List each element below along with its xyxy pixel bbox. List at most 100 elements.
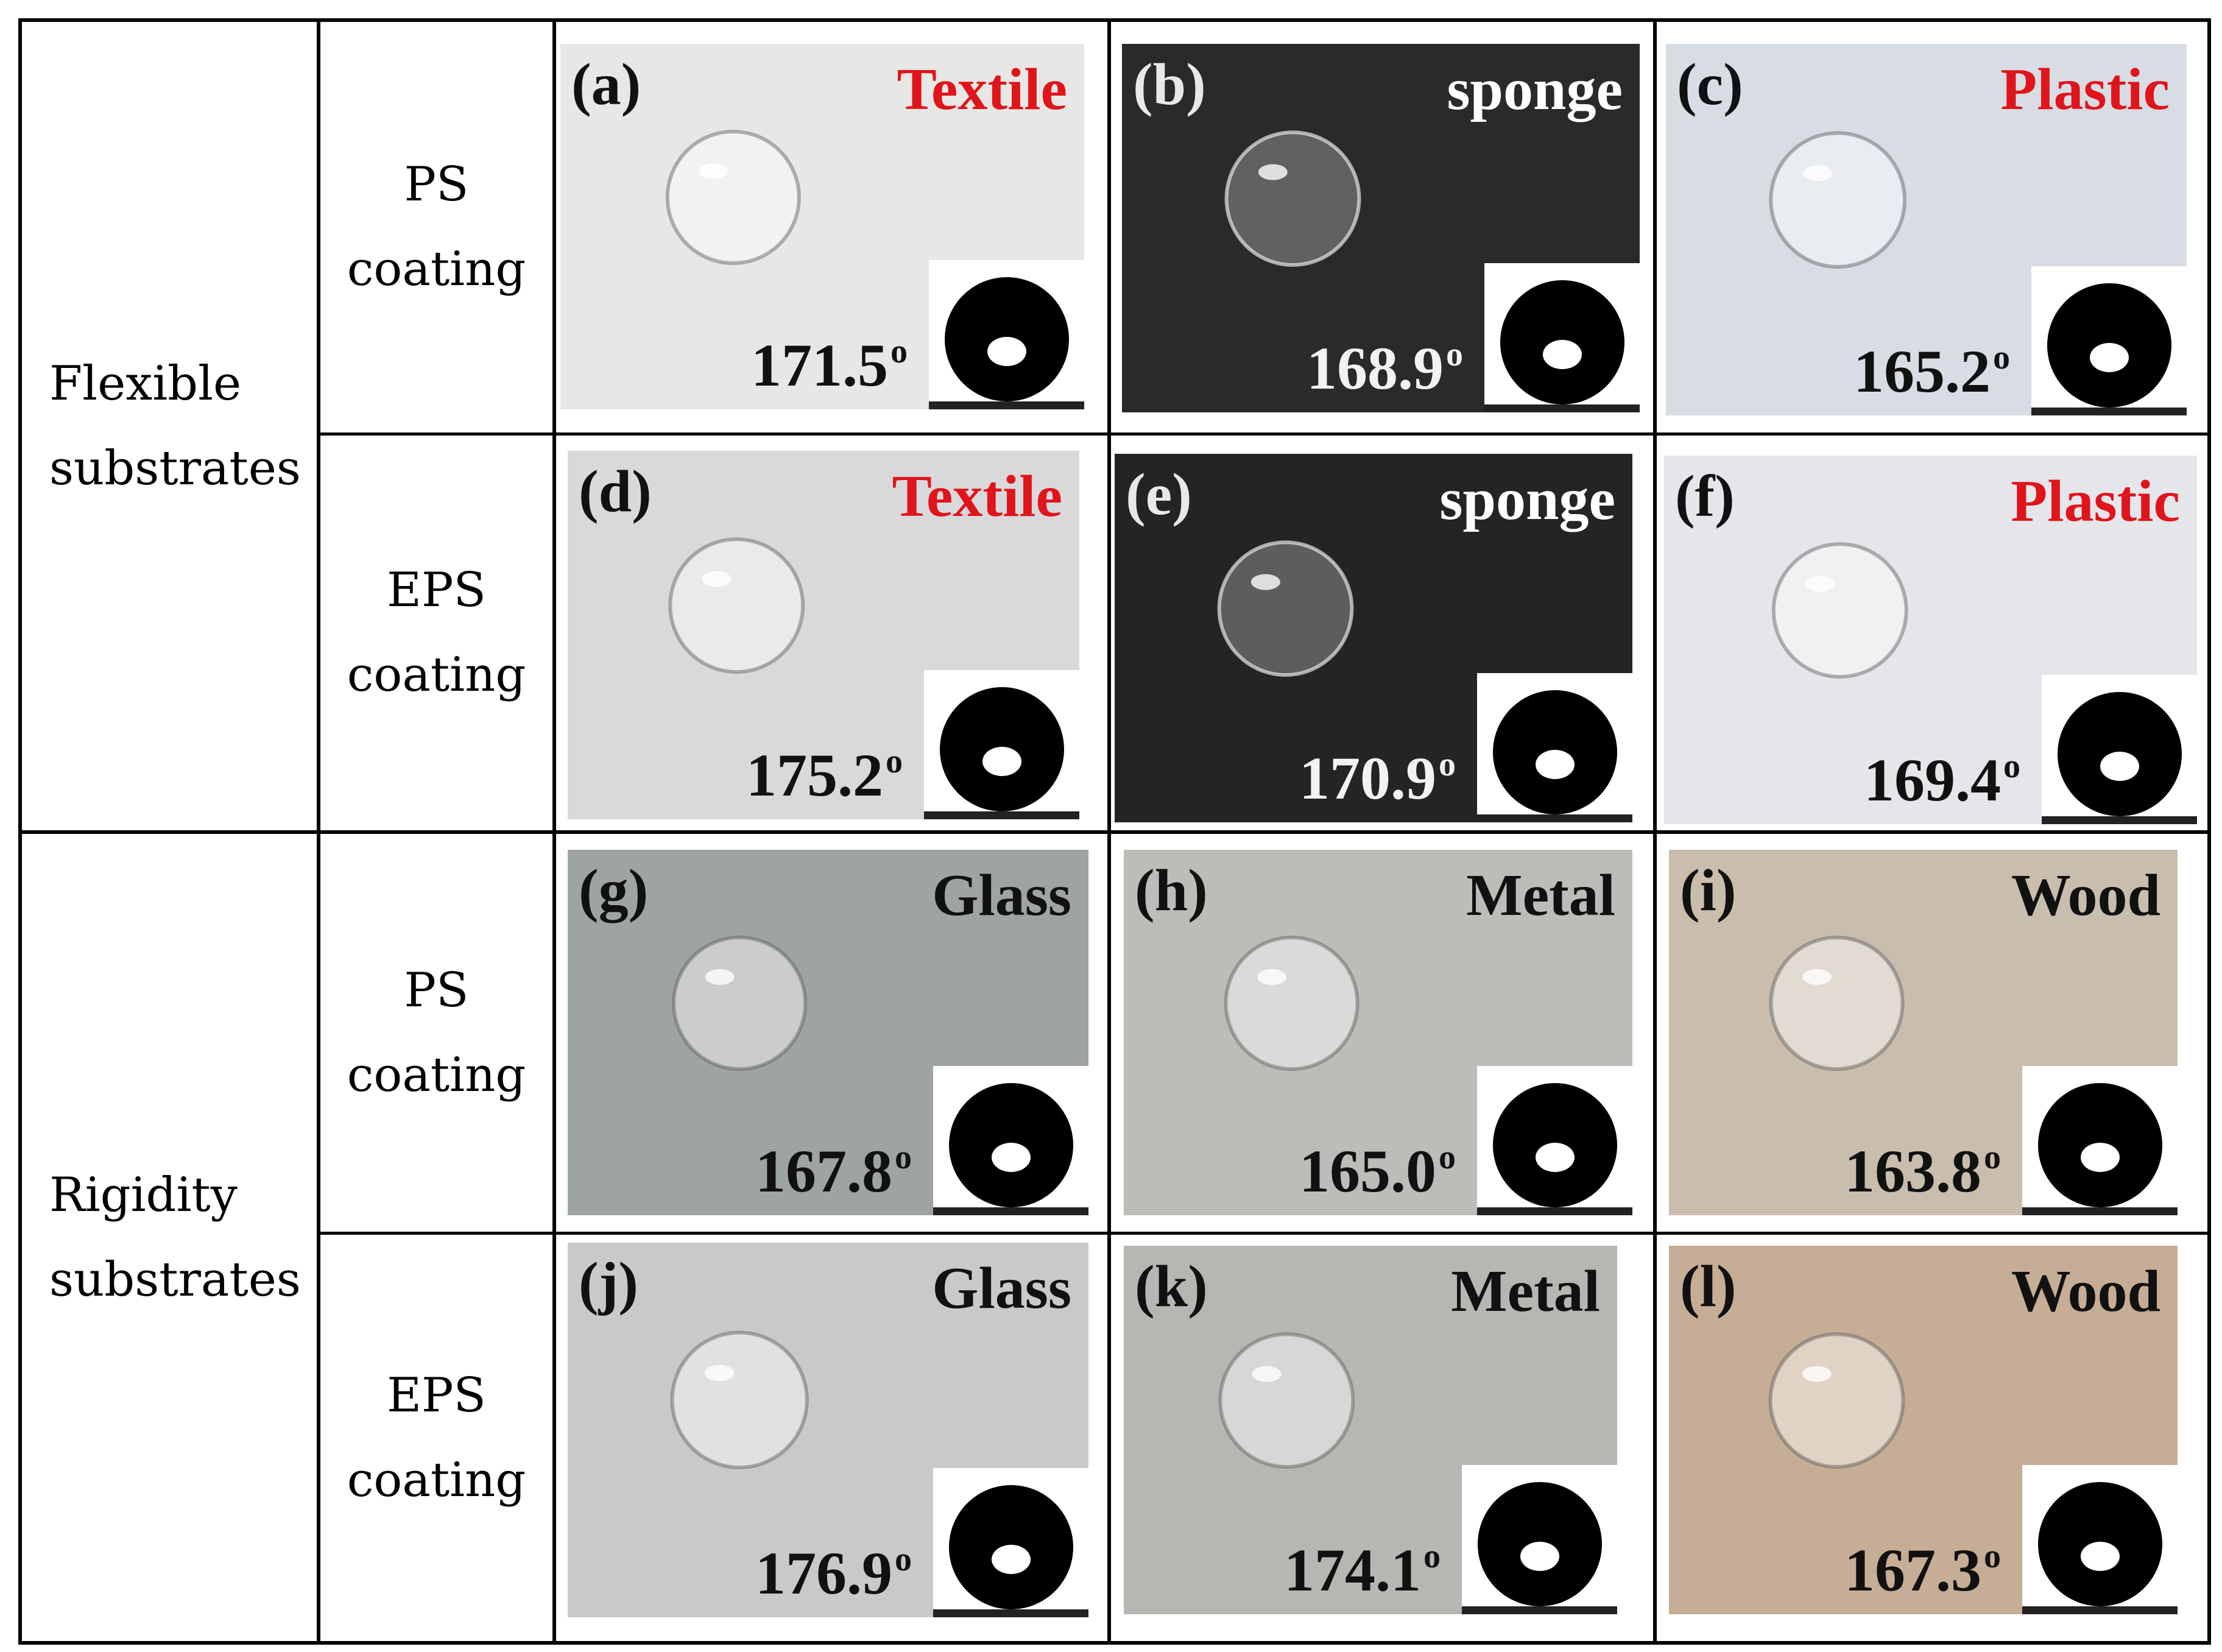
angle-number: 163.8 — [1844, 1137, 1981, 1205]
panel-letter: (g) — [579, 858, 649, 923]
contact-angle-inset — [933, 1468, 1088, 1617]
contact-angle-inset — [1477, 673, 1632, 822]
angle-number: 167.8 — [755, 1137, 892, 1205]
substrate-label: Metal — [1466, 863, 1615, 928]
angle-number: 170.9 — [1299, 744, 1436, 812]
divider-col-1 — [317, 18, 320, 1645]
panel-letter: (b) — [1133, 52, 1206, 118]
silhouette-reflection — [2081, 1143, 2120, 1172]
silhouette-reflection — [992, 1545, 1031, 1574]
degree-mark: o — [1993, 339, 2010, 376]
substrate-photo — [560, 44, 1084, 409]
contact-angle-value: 176.9o — [755, 1542, 912, 1604]
substrate-label: sponge — [1447, 57, 1623, 122]
panel-f: (f) Plastic 169.4o — [1664, 456, 2197, 824]
contact-angle-value: 168.9o — [1307, 337, 1463, 399]
panel-l: (l) Wood 167.3o — [1669, 1246, 2178, 1614]
angle-number: 175.2 — [746, 741, 883, 809]
divider-row-group — [18, 830, 2211, 834]
silhouette-reflection — [1536, 750, 1575, 779]
water-droplet — [1771, 542, 1908, 679]
degree-mark: o — [1984, 1537, 2001, 1575]
silhouette-reflection — [2090, 343, 2129, 372]
angle-number: 167.3 — [1844, 1536, 1981, 1604]
droplet-highlight — [1257, 969, 1286, 985]
divider-row-1 — [319, 432, 2211, 436]
angle-number: 176.9 — [755, 1539, 892, 1607]
degree-mark: o — [891, 333, 908, 370]
baseline — [929, 401, 1084, 409]
baseline — [2031, 408, 2187, 415]
contact-angle-value: 165.2o — [1853, 341, 2010, 402]
contact-angle-inset — [924, 670, 1079, 819]
degree-mark: o — [1423, 1537, 1441, 1575]
angle-number: 165.2 — [1853, 337, 1991, 405]
contact-angle-value: 167.3o — [1844, 1539, 2001, 1601]
silhouette-reflection — [2100, 752, 2139, 781]
contact-angle-value: 163.8o — [1844, 1140, 2001, 1202]
degree-mark: o — [1439, 746, 1456, 783]
divider-col-3 — [1107, 18, 1111, 1645]
divider-col-2 — [552, 18, 556, 1645]
angle-number: 168.9 — [1307, 334, 1444, 402]
contact-angle-inset — [2022, 1465, 2178, 1614]
angle-number: 174.1 — [1284, 1536, 1421, 1604]
droplet-highlight — [1252, 1366, 1282, 1382]
baseline — [2022, 1207, 2178, 1215]
droplet-highlight — [1250, 574, 1280, 590]
coating-label: PS coating — [347, 962, 526, 1103]
contact-angle-value: 175.2o — [746, 744, 903, 806]
silhouette-reflection — [987, 337, 1026, 366]
contact-angle-inset — [1484, 263, 1640, 412]
substrate-photo — [568, 850, 1088, 1215]
substrate-label: Glass — [932, 1255, 1071, 1321]
contact-angle-value: 165.0o — [1299, 1140, 1456, 1202]
panel-j: (j) Glass 176.9o — [568, 1243, 1088, 1617]
water-droplet — [1224, 936, 1360, 1071]
substrate-label: Wood — [2011, 1258, 2160, 1324]
droplet-highlight — [702, 571, 732, 587]
panel-letter: (f) — [1675, 464, 1735, 529]
angle-number: 165.0 — [1299, 1137, 1436, 1205]
contact-angle-value: 171.5o — [751, 334, 908, 396]
substrate-label: Glass — [932, 863, 1071, 928]
substrate-label: Plastic — [2011, 468, 2180, 534]
degree-mark: o — [1446, 336, 1463, 373]
panel-c: (c) Plastic 165.2o — [1666, 44, 2187, 415]
divider-col-4 — [1653, 18, 1657, 1645]
water-droplet — [1769, 936, 1905, 1071]
angle-number: 171.5 — [751, 331, 888, 399]
droplet-highlight — [1803, 165, 1833, 182]
baseline — [933, 1207, 1088, 1215]
coating-label: EPS coating — [347, 1368, 526, 1508]
degree-mark: o — [1984, 1138, 2001, 1176]
baseline — [1477, 814, 1632, 822]
degree-mark: o — [2003, 747, 2020, 785]
silhouette-reflection — [2081, 1542, 2120, 1571]
substrate-label: Plastic — [2000, 57, 2170, 122]
silhouette-reflection — [1543, 340, 1582, 369]
contact-angle-inset — [2031, 266, 2187, 415]
silhouette-reflection — [992, 1143, 1031, 1172]
contact-angle-inset — [2042, 675, 2197, 824]
substrate-label: sponge — [1439, 467, 1615, 532]
water-droplet — [665, 130, 801, 265]
baseline — [1462, 1606, 1617, 1614]
droplet-highlight — [1258, 164, 1288, 180]
coating-label: PS coating — [347, 157, 526, 297]
water-droplet — [1217, 540, 1354, 677]
silhouette-reflection — [1536, 1143, 1575, 1172]
degree-mark: o — [1439, 1138, 1456, 1176]
baseline — [924, 811, 1079, 819]
angle-number: 169.4 — [1864, 746, 2001, 814]
droplet-highlight — [1802, 969, 1832, 985]
panel-letter: (e) — [1126, 462, 1192, 528]
panel-letter: (i) — [1680, 858, 1737, 923]
degree-mark: o — [895, 1541, 912, 1578]
contact-angle-value: 174.1o — [1284, 1539, 1441, 1601]
contact-angle-inset — [2022, 1066, 2178, 1215]
divider-row-3 — [319, 1232, 2211, 1235]
droplet-highlight — [1802, 1366, 1832, 1382]
degree-mark: o — [895, 1138, 912, 1176]
